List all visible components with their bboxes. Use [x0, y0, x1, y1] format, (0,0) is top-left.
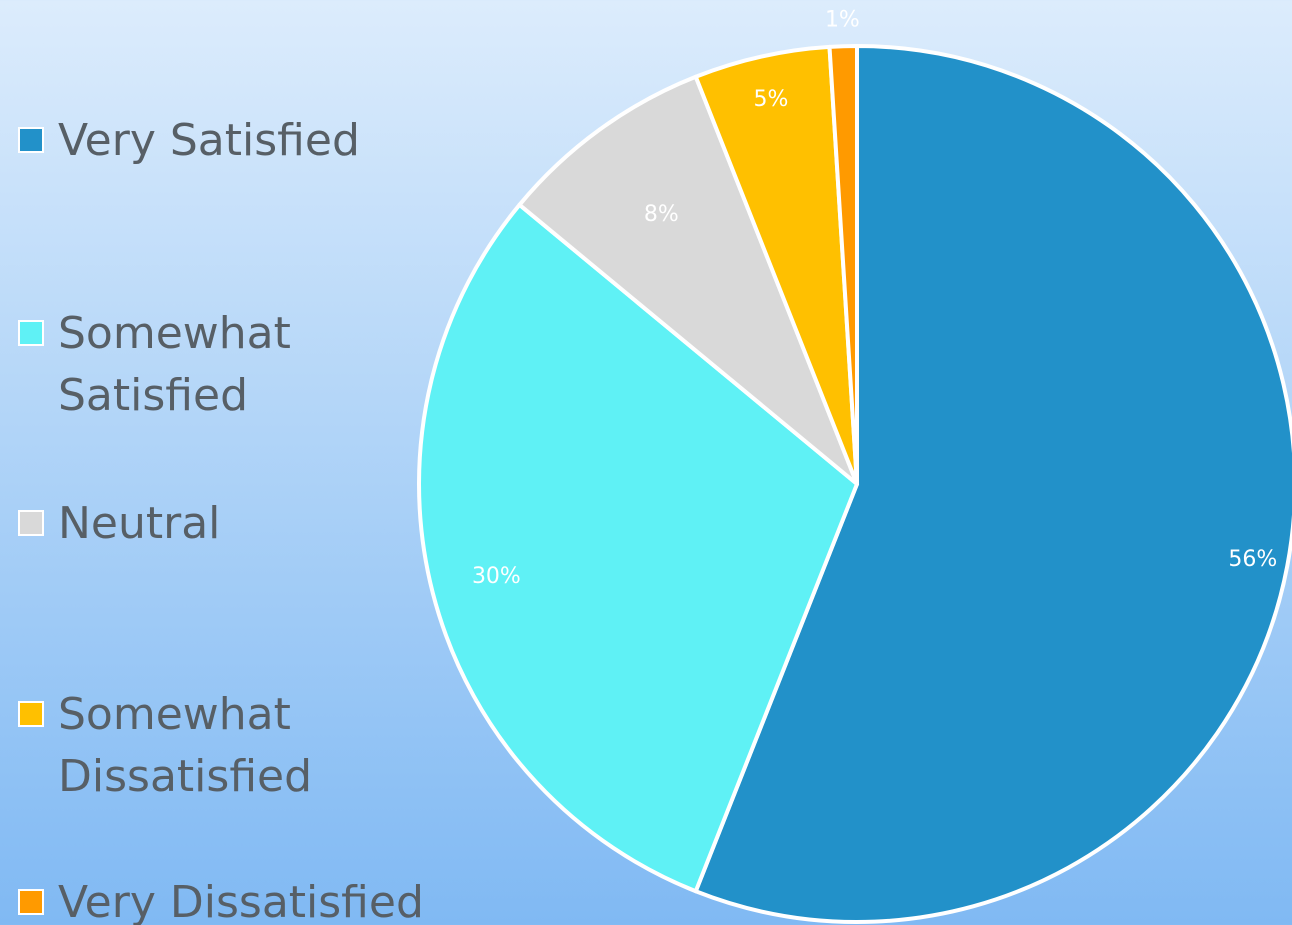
data-label-very-satisfied: 56%: [1228, 547, 1277, 572]
legend-item-somewhat-satisfied: Somewhat Satisfied: [18, 303, 318, 427]
legend-swatch-very-satisfied: [18, 127, 44, 153]
data-label-somewhat-dissatisfied: 5%: [754, 87, 789, 112]
legend-swatch-neutral: [18, 510, 44, 536]
pie-slice-very-satisfied: [693, 44, 1292, 924]
legend-label-somewhat-satisfied: Somewhat Satisfied: [58, 308, 291, 421]
legend-item-somewhat-dissatisfied: Somewhat Dissatisfied: [18, 684, 318, 808]
legend-label-somewhat-dissatisfied: Somewhat Dissatisfied: [58, 689, 313, 802]
legend-swatch-very-dissatisfied: [18, 889, 44, 915]
legend-item-very-dissatisfied: Very Dissatisfied: [18, 872, 438, 925]
legend-item-very-satisfied: Very Satisfied: [18, 110, 378, 172]
legend-label-very-dissatisfied: Very Dissatisfied: [58, 877, 424, 925]
legend: Very Satisfied Somewhat Satisfied Neutra…: [0, 0, 424, 925]
pie-slice-very-dissatisfied: [827, 43, 859, 486]
legend-item-neutral: Neutral: [18, 493, 378, 555]
data-label-neutral: 8%: [644, 202, 679, 227]
legend-label-very-satisfied: Very Satisfied: [58, 115, 360, 166]
legend-label-neutral: Neutral: [58, 498, 221, 549]
data-label-somewhat-satisfied: 30%: [472, 564, 521, 589]
legend-swatch-somewhat-dissatisfied: [18, 701, 44, 727]
pie-slice-neutral: [517, 74, 859, 486]
legend-swatch-somewhat-satisfied: [18, 320, 44, 346]
data-label-very-dissatisfied: 1%: [825, 7, 860, 32]
pie-slice-somewhat-satisfied: [417, 202, 859, 894]
